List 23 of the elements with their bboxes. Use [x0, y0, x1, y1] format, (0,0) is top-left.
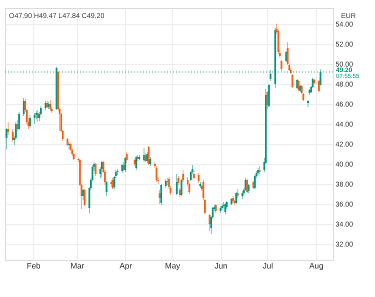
candlestick: [318, 80, 320, 92]
candlestick: [7, 122, 10, 136]
candlestick: [6, 128, 8, 150]
candlestick: [116, 168, 118, 176]
x-tick-label: Feb: [26, 262, 42, 270]
x-tick-label: Aug: [309, 262, 324, 270]
candlestick: [220, 206, 222, 214]
x-tick-label: Mar: [70, 262, 85, 270]
candlestick: [308, 88, 310, 96]
candlestick: [307, 100, 309, 108]
candlestick: [257, 168, 259, 176]
x-tick-label: Jul: [262, 262, 274, 270]
x-tick-label: Jun: [214, 262, 228, 270]
x-tick-label: Apr: [120, 262, 132, 270]
candlestick: [280, 60, 282, 72]
candlestick: [291, 74, 294, 88]
candlestick: [156, 166, 158, 182]
candlestick: [182, 170, 184, 182]
candlestick: [193, 170, 195, 180]
x-tick-label: May: [165, 262, 180, 270]
candlestick: [232, 196, 234, 204]
candlestick: [106, 180, 108, 196]
candlestick: [204, 198, 206, 214]
